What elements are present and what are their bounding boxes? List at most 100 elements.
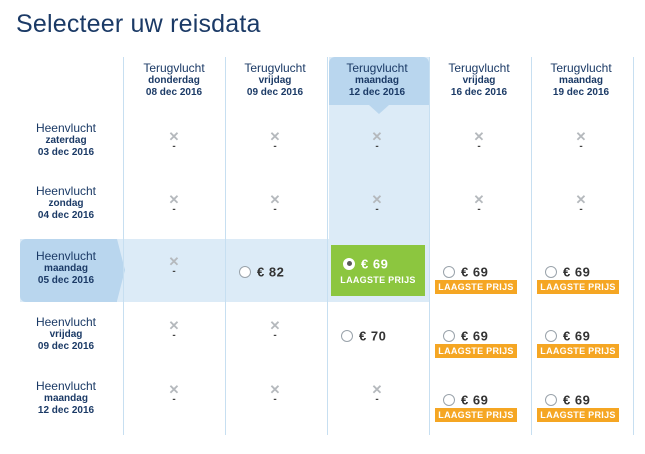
unavailable-icon: ✕ - bbox=[168, 254, 180, 277]
outbound-day: maandag bbox=[44, 263, 88, 274]
radio-button[interactable] bbox=[545, 393, 557, 406]
fare-cell[interactable]: € 69 LAAGSTE PRIJS bbox=[531, 306, 631, 366]
outbound-label: Heenvlucht bbox=[35, 184, 97, 198]
selected-outbound-arrow bbox=[117, 239, 125, 301]
unavailable-dash: - bbox=[273, 204, 277, 215]
unavailable-cell: ✕ - bbox=[327, 370, 427, 430]
fare-option[interactable]: € 69 bbox=[545, 327, 590, 345]
lowest-price-badge: LAAGSTE PRIJS bbox=[435, 408, 517, 422]
cross-icon: ✕ bbox=[473, 192, 485, 207]
outbound-label: Heenvlucht bbox=[35, 379, 97, 393]
column-divider bbox=[327, 57, 328, 435]
lowest-price-badge: LAAGSTE PRIJS bbox=[537, 344, 619, 358]
fare-cell[interactable]: € 69 LAAGSTE PRIJS bbox=[429, 306, 529, 366]
radio-button[interactable] bbox=[545, 329, 557, 342]
outbound-label: Heenvlucht bbox=[35, 249, 97, 263]
return-date-header[interactable]: Terugvlucht vrijdag 09 dec 2016 bbox=[225, 62, 325, 99]
radio-button[interactable] bbox=[443, 265, 455, 278]
cross-icon: ✕ bbox=[168, 254, 180, 269]
fare-option[interactable]: € 69 bbox=[545, 263, 590, 281]
return-day: maandag bbox=[355, 75, 399, 86]
fare-cell[interactable]: € 69 LAAGSTE PRIJS bbox=[429, 242, 529, 302]
unavailable-cell: ✕ - bbox=[225, 117, 325, 177]
unavailable-dash: - bbox=[172, 394, 176, 405]
return-day: donderdag bbox=[148, 75, 200, 86]
unavailable-icon: ✕ - bbox=[168, 383, 180, 405]
unavailable-cell: ✕ - bbox=[124, 117, 224, 177]
selected-fare-cell[interactable]: € 69 LAAGSTE PRIJS bbox=[331, 245, 425, 296]
outbound-date-header[interactable]: Heenvlucht zondag 04 dec 2016 bbox=[20, 185, 112, 222]
return-date-header[interactable]: Terugvlucht maandag 12 dec 2016 bbox=[327, 62, 427, 99]
return-date-header[interactable]: Terugvlucht vrijdag 16 dec 2016 bbox=[429, 62, 529, 99]
unavailable-icon: ✕ - bbox=[269, 130, 281, 152]
fare-option[interactable]: € 69 bbox=[443, 263, 488, 281]
outbound-date-header[interactable]: Heenvlucht zaterdag 03 dec 2016 bbox=[20, 122, 112, 159]
return-day: vrijdag bbox=[462, 75, 496, 86]
cross-icon: ✕ bbox=[575, 129, 587, 144]
unavailable-icon: ✕ - bbox=[168, 193, 180, 215]
fare-cell[interactable]: € 69 LAAGSTE PRIJS bbox=[531, 370, 631, 430]
outbound-date: 04 dec 2016 bbox=[37, 210, 95, 221]
return-date: 16 dec 2016 bbox=[450, 87, 508, 98]
unavailable-cell: ✕ - bbox=[429, 117, 529, 177]
unavailable-cell: ✕ - bbox=[124, 306, 224, 366]
unavailable-cell: ✕ - bbox=[429, 180, 529, 240]
fare-price: € 69 bbox=[361, 256, 389, 272]
outbound-label: Heenvlucht bbox=[35, 315, 97, 329]
fare-cell[interactable]: € 69 LAAGSTE PRIJS bbox=[429, 370, 529, 430]
outbound-date-header[interactable]: Heenvlucht maandag 05 dec 2016 bbox=[20, 250, 112, 287]
unavailable-dash: - bbox=[477, 141, 481, 152]
unavailable-icon: ✕ - bbox=[269, 319, 281, 341]
cross-icon: ✕ bbox=[269, 382, 281, 397]
radio-button[interactable] bbox=[443, 393, 455, 406]
lowest-price-badge: LAAGSTE PRIJS bbox=[340, 275, 416, 285]
column-divider bbox=[429, 57, 430, 435]
unavailable-dash: - bbox=[172, 266, 176, 277]
fare-option[interactable]: € 82 bbox=[239, 263, 284, 281]
outbound-date-header[interactable]: Heenvlucht vrijdag 09 dec 2016 bbox=[20, 316, 112, 353]
outbound-date-header[interactable]: Heenvlucht maandag 12 dec 2016 bbox=[20, 380, 112, 417]
fare-price: € 69 bbox=[563, 264, 591, 280]
fare-price: € 69 bbox=[461, 392, 489, 408]
return-label: Terugvlucht bbox=[550, 61, 612, 75]
fare-cell[interactable]: € 82 bbox=[225, 242, 325, 302]
unavailable-cell: ✕ - bbox=[225, 370, 325, 430]
unavailable-dash: - bbox=[375, 204, 379, 215]
fare-price: € 69 bbox=[563, 328, 591, 344]
column-divider bbox=[633, 57, 634, 435]
outbound-date: 09 dec 2016 bbox=[37, 341, 95, 352]
cross-icon: ✕ bbox=[371, 129, 383, 144]
outbound-date: 03 dec 2016 bbox=[37, 147, 95, 158]
cross-icon: ✕ bbox=[473, 129, 485, 144]
radio-button[interactable] bbox=[443, 329, 455, 342]
return-date-header[interactable]: Terugvlucht maandag 19 dec 2016 bbox=[531, 62, 631, 99]
fare-price: € 69 bbox=[461, 328, 489, 344]
radio-button[interactable] bbox=[343, 257, 355, 270]
unavailable-dash: - bbox=[172, 141, 176, 152]
cross-icon: ✕ bbox=[371, 192, 383, 207]
return-label: Terugvlucht bbox=[448, 61, 510, 75]
return-label: Terugvlucht bbox=[143, 61, 205, 75]
lowest-price-badge: LAAGSTE PRIJS bbox=[435, 280, 517, 294]
radio-button[interactable] bbox=[545, 265, 557, 278]
outbound-day: maandag bbox=[44, 393, 88, 404]
return-date-header[interactable]: Terugvlucht donderdag 08 dec 2016 bbox=[124, 62, 224, 99]
fare-option[interactable]: € 69 bbox=[443, 391, 488, 409]
unavailable-icon: ✕ - bbox=[371, 383, 383, 405]
page-title: Selecteer uw reisdata bbox=[16, 10, 261, 38]
unavailable-icon: ✕ - bbox=[575, 193, 587, 215]
radio-button[interactable] bbox=[341, 329, 353, 342]
radio-button[interactable] bbox=[239, 265, 251, 278]
fare-option[interactable]: € 69 bbox=[343, 255, 388, 273]
fare-option[interactable]: € 69 bbox=[443, 327, 488, 345]
outbound-day: zondag bbox=[48, 198, 84, 209]
fare-option[interactable]: € 69 bbox=[545, 391, 590, 409]
return-date: 19 dec 2016 bbox=[552, 87, 610, 98]
fare-option[interactable]: € 70 bbox=[341, 327, 386, 345]
unavailable-cell: ✕ - bbox=[124, 370, 224, 430]
unavailable-dash: - bbox=[375, 141, 379, 152]
fare-cell[interactable]: € 70 bbox=[327, 306, 427, 366]
unavailable-cell: ✕ - bbox=[225, 180, 325, 240]
selected-return-arrow bbox=[369, 105, 389, 114]
fare-cell[interactable]: € 69 LAAGSTE PRIJS bbox=[531, 242, 631, 302]
